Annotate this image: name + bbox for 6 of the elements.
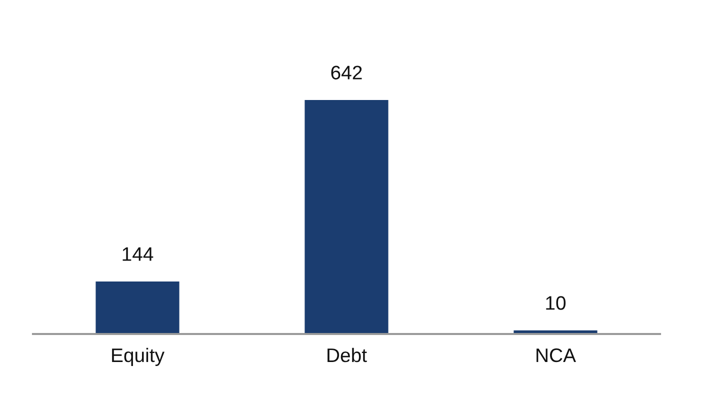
x-tick-label: Equity — [112, 348, 164, 366]
x-tick-label: Debt — [328, 348, 367, 362]
x-tick-label: NCA — [536, 348, 576, 362]
data-label: 642 — [331, 66, 362, 80]
data-label: 144 — [122, 247, 154, 261]
data-label: 10 — [546, 296, 566, 310]
